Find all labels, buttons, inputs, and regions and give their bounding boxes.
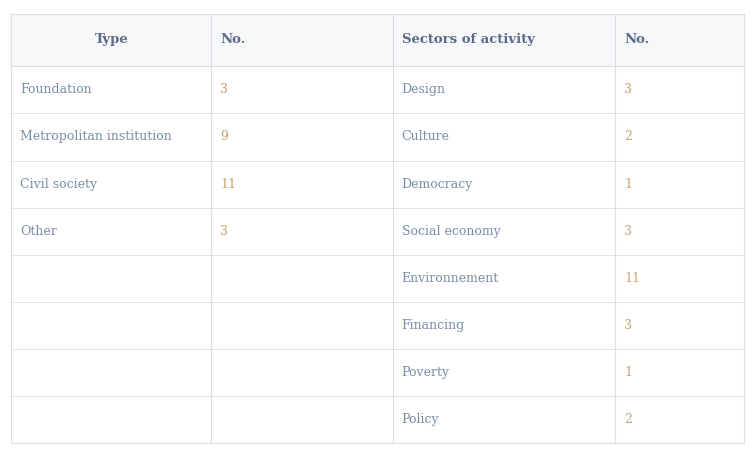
Text: Other: Other <box>20 225 57 238</box>
Text: Social economy: Social economy <box>402 225 501 238</box>
Text: 3: 3 <box>220 225 229 238</box>
Bar <box>11 14 744 66</box>
Text: 9: 9 <box>220 130 228 143</box>
Text: 3: 3 <box>624 225 633 238</box>
Text: 3: 3 <box>624 319 633 332</box>
Text: No.: No. <box>624 33 650 47</box>
Text: Culture: Culture <box>402 130 450 143</box>
Text: 1: 1 <box>624 366 633 379</box>
Text: Democracy: Democracy <box>402 178 473 191</box>
Text: 1: 1 <box>624 178 633 191</box>
Text: 2: 2 <box>624 130 632 143</box>
Text: 11: 11 <box>220 178 236 191</box>
Text: Civil society: Civil society <box>20 178 97 191</box>
Text: Sectors of activity: Sectors of activity <box>402 33 535 47</box>
Text: Financing: Financing <box>402 319 465 332</box>
Text: 11: 11 <box>624 272 640 285</box>
Text: Policy: Policy <box>402 413 439 426</box>
Text: 2: 2 <box>624 413 632 426</box>
Text: Poverty: Poverty <box>402 366 450 379</box>
Text: Type: Type <box>94 33 128 47</box>
Text: 3: 3 <box>624 83 633 96</box>
Text: Environnement: Environnement <box>402 272 499 285</box>
Text: Metropolitan institution: Metropolitan institution <box>20 130 172 143</box>
Text: No.: No. <box>220 33 246 47</box>
Text: Foundation: Foundation <box>20 83 92 96</box>
Text: Design: Design <box>402 83 445 96</box>
Text: 3: 3 <box>220 83 229 96</box>
